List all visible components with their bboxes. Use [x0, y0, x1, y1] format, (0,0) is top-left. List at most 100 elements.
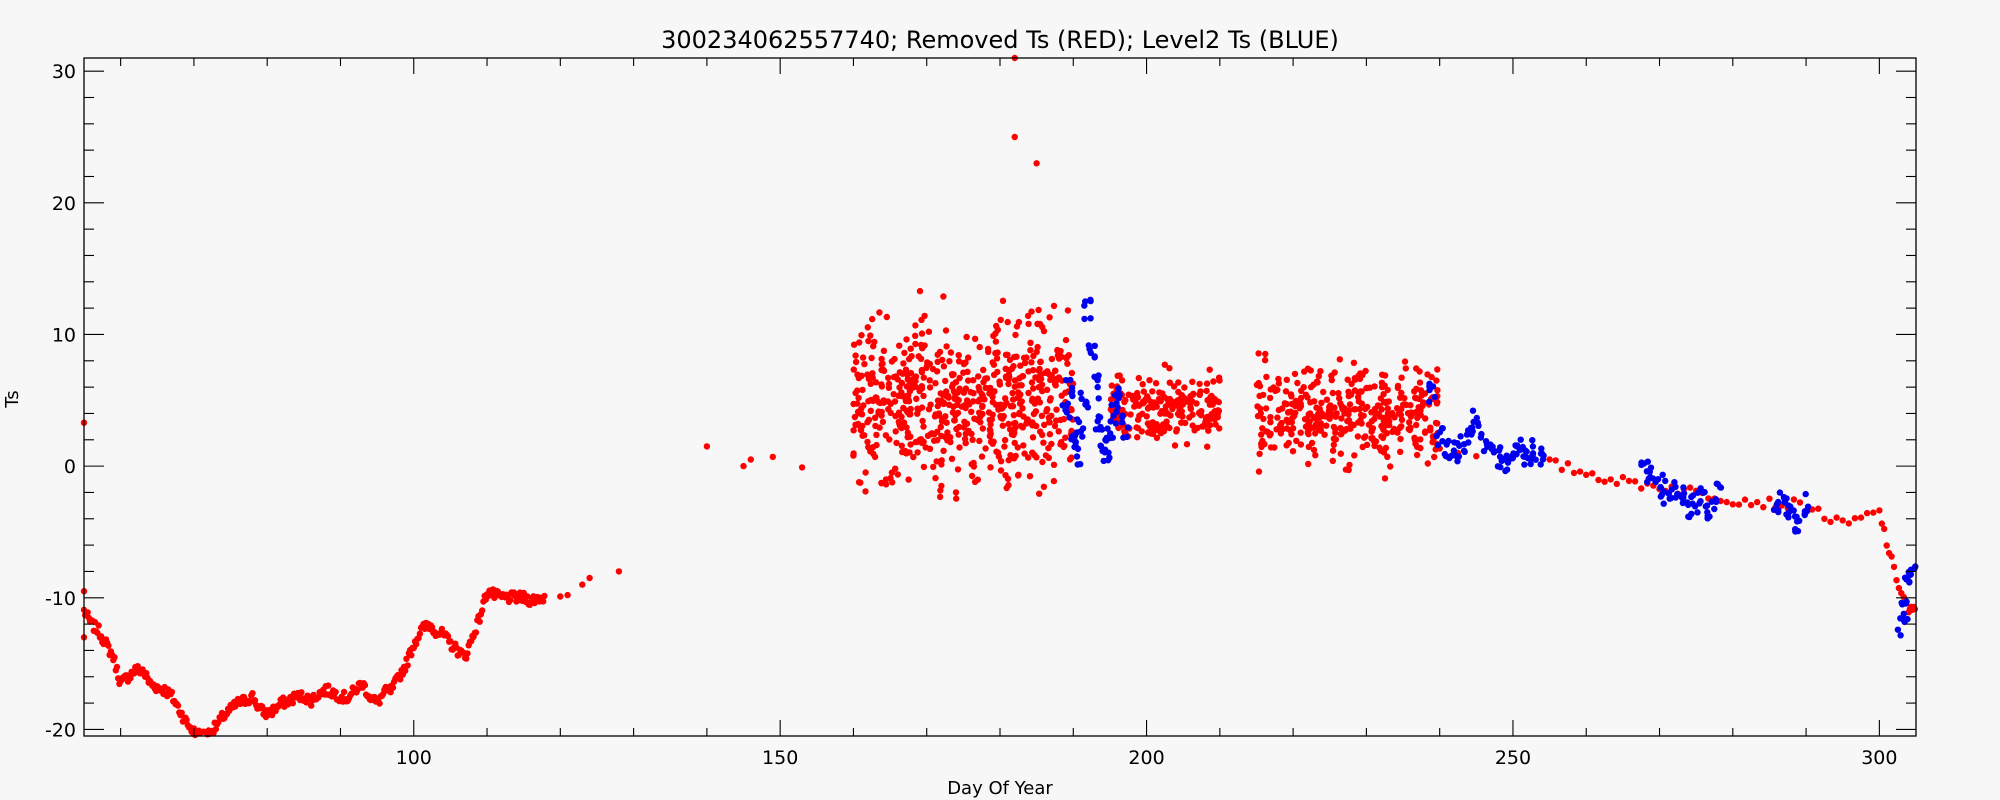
red-point [1335, 390, 1342, 397]
red-point [868, 354, 875, 362]
red-point [909, 375, 917, 383]
blue-point [1082, 298, 1089, 305]
red-point [887, 409, 894, 417]
red-point [1139, 381, 1146, 388]
red-point [993, 355, 1001, 362]
red-point [289, 700, 296, 707]
red-point [977, 419, 984, 426]
red-point [1196, 410, 1203, 417]
red-point [1288, 419, 1296, 426]
blue-point [1086, 345, 1093, 353]
red-point [1371, 415, 1378, 423]
red-point [1293, 437, 1300, 444]
red-point [931, 430, 938, 438]
y-tick-label: 20 [52, 193, 76, 215]
red-point [1050, 477, 1058, 485]
red-point [935, 410, 943, 417]
x-tick-label: 250 [1495, 747, 1531, 769]
red-point [1158, 407, 1166, 415]
blue-point [1802, 490, 1809, 498]
red-point [965, 354, 972, 361]
red-point [95, 622, 102, 629]
red-point [1419, 402, 1426, 410]
red-point [84, 609, 91, 616]
red-point [703, 443, 711, 450]
blue-point [1509, 455, 1516, 462]
red-point [1206, 366, 1213, 373]
red-point [1893, 577, 1900, 584]
red-point [1029, 434, 1037, 441]
red-point [920, 463, 928, 471]
red-point [298, 689, 305, 696]
red-point [1291, 370, 1299, 378]
red-point [1153, 403, 1160, 410]
red-point [898, 379, 906, 387]
red-point [1839, 517, 1846, 524]
red-point [922, 444, 929, 451]
red-point [1262, 350, 1269, 358]
red-point [852, 358, 860, 366]
red-point [1283, 376, 1291, 383]
red-point [1046, 314, 1053, 321]
red-point [1027, 347, 1034, 354]
red-point [1312, 430, 1319, 437]
red-point [850, 366, 857, 373]
red-point [325, 682, 332, 689]
red-point [1032, 408, 1040, 415]
red-point [921, 312, 928, 320]
blue-point [1082, 401, 1089, 408]
red-point [1147, 398, 1155, 406]
blue-point [1793, 518, 1801, 525]
blue-point [1680, 490, 1688, 497]
red-point [997, 316, 1004, 324]
red-point [1329, 447, 1337, 454]
red-point [1297, 402, 1305, 410]
red-point [1408, 409, 1415, 416]
red-point [879, 418, 887, 426]
red-point [901, 349, 908, 357]
red-point [1289, 425, 1297, 432]
red-point [918, 383, 925, 390]
red-point [1184, 398, 1192, 405]
red-point [867, 332, 874, 339]
blue-point [1911, 565, 1918, 572]
red-point [747, 456, 754, 463]
red-point [990, 332, 997, 340]
blue-point [1095, 413, 1102, 420]
red-point [1766, 495, 1773, 502]
red-point [1193, 400, 1200, 407]
blue-point [1450, 447, 1458, 454]
red-point [472, 629, 480, 636]
red-point [968, 408, 975, 415]
blue-point [1660, 500, 1667, 507]
red-point [402, 667, 409, 674]
red-point [1291, 402, 1299, 410]
red-point [1040, 483, 1048, 490]
blue-point [1657, 483, 1664, 491]
red-point [1297, 441, 1305, 448]
red-point [1108, 382, 1116, 389]
red-point [912, 340, 919, 348]
red-point [978, 453, 986, 460]
red-point [1050, 302, 1058, 310]
blue-point [1713, 498, 1720, 505]
red-point [1415, 395, 1423, 403]
blue-point [1087, 315, 1094, 322]
blue-point [1457, 433, 1464, 440]
red-point [882, 479, 889, 486]
red-point [1384, 453, 1391, 460]
red-point [1253, 381, 1261, 389]
red-point [1564, 460, 1572, 467]
red-point [1062, 434, 1069, 441]
red-point [1030, 385, 1037, 392]
red-point [1055, 428, 1062, 435]
blue-point [1680, 484, 1687, 491]
red-point [1355, 419, 1362, 426]
red-point [447, 638, 454, 645]
blue-point [1785, 509, 1793, 516]
red-point [1275, 406, 1283, 414]
blue-point [1436, 429, 1444, 436]
blue-point [1110, 412, 1117, 419]
red-point [1345, 392, 1353, 400]
red-point [1053, 375, 1060, 383]
